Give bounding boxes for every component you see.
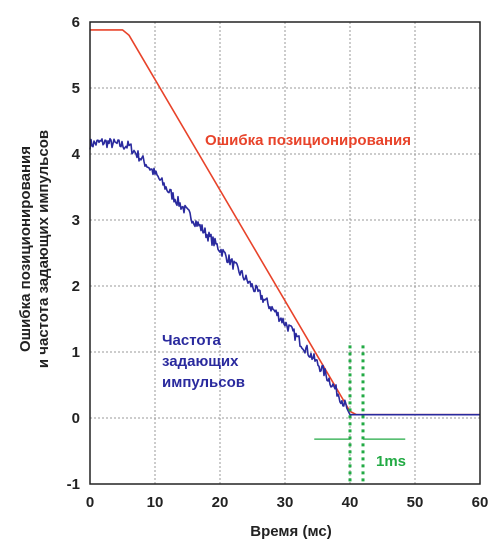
y-tick-label: 6: [72, 14, 80, 31]
x-tick-label: 60: [472, 494, 489, 511]
x-tick-label: 0: [86, 494, 94, 511]
frequency-series-label: Частота задающих импульсов: [162, 332, 245, 391]
frequency-label-line-1: Частота: [162, 332, 222, 349]
y-tick-label: 3: [72, 212, 80, 229]
x-axis-title: Время (мс): [250, 523, 331, 540]
interval-marker: [314, 345, 406, 484]
x-tick-label: 20: [212, 494, 229, 511]
y-tick-label: 2: [72, 278, 80, 295]
x-tick-label: 10: [147, 494, 164, 511]
x-tick-label: 40: [342, 494, 359, 511]
y-tick-label: 5: [72, 80, 80, 97]
axis-ticks: 0 10 20 30 40 50 60 -1 0 1 2 3 4 5 6: [67, 14, 489, 511]
x-tick-label: 50: [407, 494, 424, 511]
y-axis-title-line-1: Ошибка позиционирования: [17, 146, 34, 352]
y-axis-title: Ошибка позиционирования и частота задающ…: [17, 130, 52, 368]
y-tick-label: 4: [72, 146, 81, 163]
interval-label: 1ms: [376, 453, 406, 470]
frequency-series-line: [89, 137, 480, 416]
y-tick-label: 1: [72, 344, 80, 361]
plot-frame: [89, 21, 481, 485]
y-axis-title-line-2: и частота задающих импульсов: [35, 130, 52, 368]
frequency-label-line-2: задающих: [162, 353, 239, 370]
error-series-label: Ошибка позиционирования: [205, 132, 411, 149]
y-tick-label: 0: [72, 410, 80, 427]
series-lines: [89, 29, 480, 416]
frequency-label-line-3: импульсов: [162, 374, 245, 391]
x-tick-label: 30: [277, 494, 294, 511]
y-tick-label: -1: [67, 476, 80, 493]
